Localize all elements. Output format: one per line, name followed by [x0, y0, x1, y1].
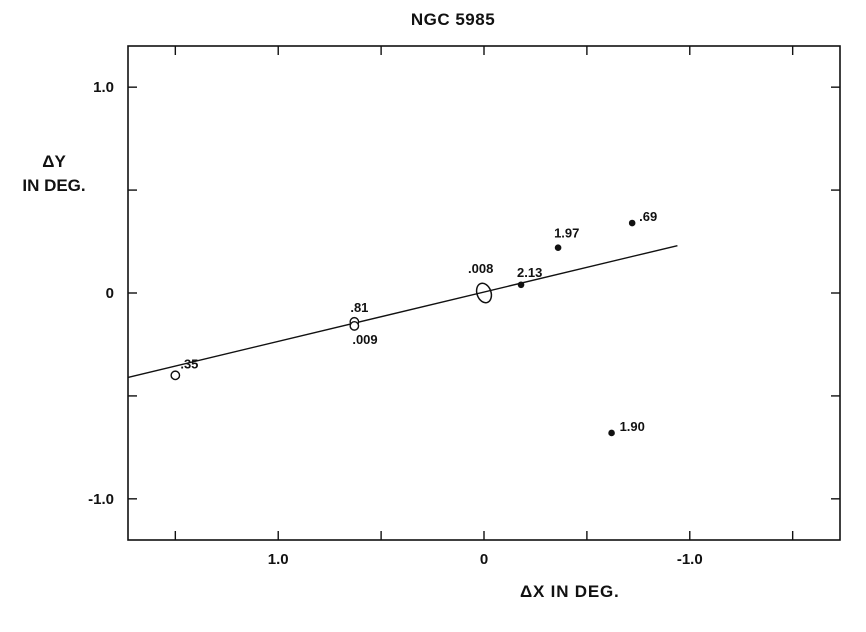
data-point-label: .009 [352, 332, 377, 347]
y-axis-label-line-1: ΔY [42, 152, 66, 171]
y-axis-label-line-2: IN DEG. [22, 176, 86, 195]
x-tick-label: 0 [480, 551, 488, 568]
data-point-label: .008 [468, 261, 493, 276]
data-point-open-ellipse [475, 282, 493, 304]
data-point-open [349, 321, 360, 331]
data-point-filled [517, 281, 525, 289]
data-point-label: .35 [180, 356, 198, 371]
data-point-filled [628, 219, 636, 227]
data-point-filled [608, 429, 615, 437]
data-point-label: .81 [350, 300, 368, 315]
data-point-open [170, 370, 181, 381]
data-point-label: .69 [639, 209, 657, 224]
y-tick-label: 0 [106, 285, 114, 302]
data-point-label: 1.90 [620, 419, 645, 434]
plot-frame [127, 45, 841, 541]
chart-title: NGC 5985 [410, 10, 496, 29]
y-tick-label: -1.0 [88, 491, 114, 508]
fit-line [127, 244, 678, 379]
y-axis-label: ΔY IN DEG. [8, 150, 100, 198]
x-tick-label: 1.0 [268, 551, 289, 568]
data-point-filled [554, 244, 562, 252]
x-axis-label: ΔX IN DEG. [520, 582, 620, 601]
data-point-label: 1.97 [554, 226, 579, 241]
data-point-label: 2.13 [517, 265, 542, 280]
x-tick-label: -1.0 [677, 551, 703, 568]
y-tick-label: 1.0 [93, 79, 114, 96]
